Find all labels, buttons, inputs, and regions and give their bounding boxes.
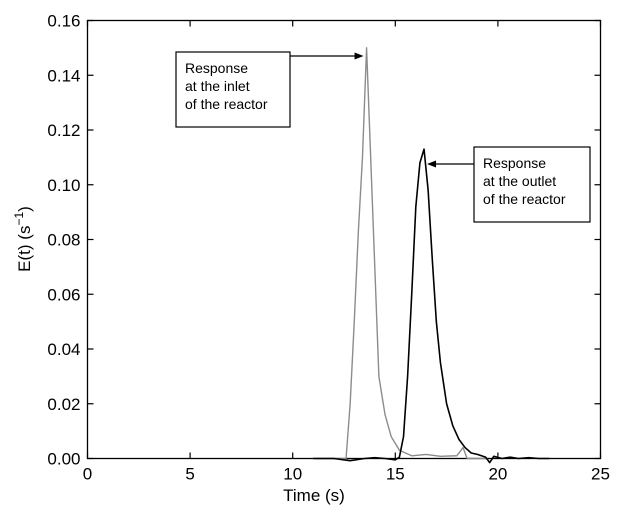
series-layer <box>313 47 550 464</box>
y-tick-label: 0.12 <box>47 121 80 140</box>
annotation-box-2 <box>473 146 591 223</box>
y-axis-label-main: E(t) (s <box>15 226 34 272</box>
annotation-text-1: of the reactor <box>185 96 268 112</box>
y-axis-label-close: ) <box>15 206 34 212</box>
x-tick-label: 0 <box>83 465 92 484</box>
plot-area <box>86 19 602 460</box>
annotation-arrowhead <box>354 52 364 60</box>
x-tick-label: 10 <box>283 465 302 484</box>
y-axis-ticks: 0.00 0.02 0.04 0.06 0.08 0.10 0.12 0.14 0.16 <box>47 12 601 469</box>
x-axis-label: Time (s) <box>283 486 345 505</box>
y-tick-label: 0.02 <box>47 395 80 414</box>
x-tick-label: 20 <box>488 465 507 484</box>
y-axis-label-sup: −1 <box>12 212 26 226</box>
series-line-2 <box>313 148 550 464</box>
y-tick-label: 0.06 <box>47 285 80 304</box>
annotation-text-1: at the inlet <box>185 78 250 94</box>
y-tick-label: 0.16 <box>47 12 80 31</box>
x-tick-label: 25 <box>591 465 610 484</box>
y-tick-label: 0.14 <box>47 66 80 85</box>
series-line-1 <box>313 47 488 460</box>
annotation-box-1 <box>175 51 291 128</box>
annotation-text-2: of the reactor <box>483 191 566 207</box>
y-tick-label: 0.04 <box>47 340 80 359</box>
annotations-layer: Response at the inlet of the reactor Respon… <box>175 51 591 223</box>
y-tick-label: 0.00 <box>47 450 80 469</box>
x-axis-ticks: 0 5 10 15 20 25 <box>83 20 610 484</box>
y-tick-label: 0.10 <box>47 176 80 195</box>
annotation-arrowhead <box>427 160 437 168</box>
y-tick-label: 0.08 <box>47 231 80 250</box>
annotation-text-2: Response <box>483 155 546 171</box>
annotation-text-2: at the outlet <box>483 173 556 189</box>
y-axis-label: E(t) (s−1) <box>12 206 34 272</box>
x-tick-label: 15 <box>386 465 405 484</box>
annotation-text-1: Response <box>185 60 248 76</box>
x-tick-label: 5 <box>185 465 194 484</box>
